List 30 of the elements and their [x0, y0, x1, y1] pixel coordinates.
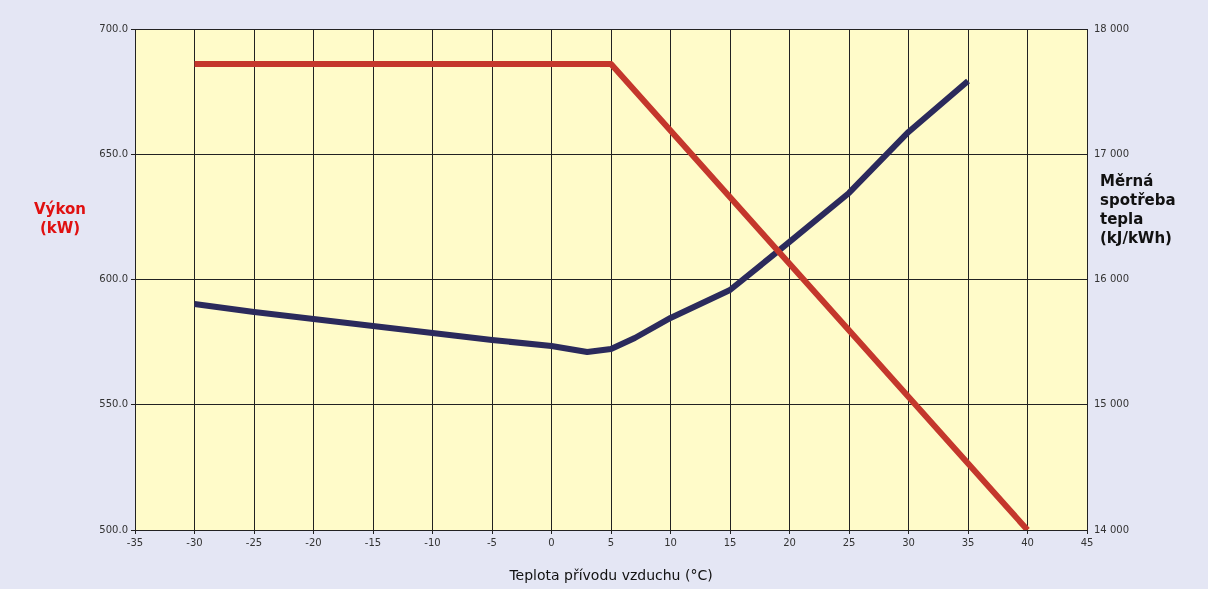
- x-tick-label: 40: [1021, 536, 1034, 548]
- y-axis-title: Výkon (kW): [33, 200, 87, 238]
- x-tick-label: 35: [961, 536, 975, 548]
- y-tick-label: 550.0: [99, 398, 128, 410]
- y2-tick-label: 14 000: [1094, 523, 1129, 535]
- x-tick-label: 15: [723, 536, 737, 548]
- y-tick-label: 650.0: [99, 147, 128, 159]
- x-tick-label: 10: [664, 536, 677, 548]
- x-tick-label: 20: [783, 536, 796, 548]
- y-tick-label: 700.0: [99, 22, 128, 34]
- x-tick-label: -15: [364, 536, 382, 548]
- y2-axis-title: Měrná spotřeba tepla (kJ/kWh): [1100, 172, 1177, 248]
- x-tick-label: -10: [424, 536, 441, 548]
- y-tick-label: 600.0: [99, 273, 128, 285]
- x-tick-label: -25: [245, 536, 263, 548]
- y2-tick-label: 18 000: [1094, 22, 1129, 34]
- x-tick-label: 5: [607, 536, 615, 548]
- x-tick-label: -5: [487, 536, 497, 548]
- y2-tick-label: 17 000: [1094, 147, 1129, 159]
- y2-tick-label: 16 000: [1094, 273, 1129, 285]
- x-tick-label: -30: [186, 536, 203, 548]
- x-tick-label: -35: [126, 536, 144, 548]
- x-tick-label: 30: [902, 536, 915, 548]
- x-tick-label: 0: [548, 536, 555, 548]
- y-tick-label: 500.0: [99, 523, 128, 535]
- y2-tick-label: 15 000: [1094, 398, 1129, 410]
- x-axis-title: Teplota přívodu vzduchu (°C): [508, 567, 713, 584]
- x-tick-label: 25: [842, 536, 856, 548]
- x-tick-label: -20: [305, 536, 322, 548]
- x-tick-label: 45: [1080, 536, 1094, 548]
